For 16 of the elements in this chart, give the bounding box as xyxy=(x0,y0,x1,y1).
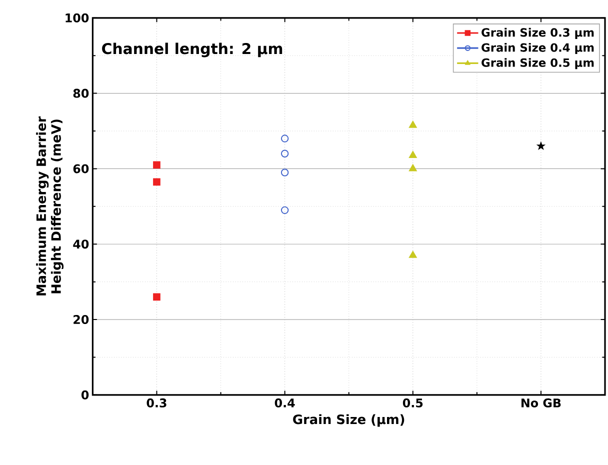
y-tick-label: 0 xyxy=(81,390,89,400)
y-tick-label: 100 xyxy=(66,14,89,23)
legend-label: Grain Size 0.3 μm xyxy=(482,28,594,40)
y-tick-label: 60 xyxy=(73,164,89,174)
legend-label: Grain Size 0.5 μm xyxy=(482,58,594,70)
x-tick-label: No GB xyxy=(522,398,561,408)
legend-label: Grain Size 0.4 μm xyxy=(482,43,594,54)
annotation: Channel length: 2 μm xyxy=(102,42,282,58)
y-axis-title: Maximum Energy Barrier Height Difference (meV) xyxy=(36,116,64,296)
y-tick-label: 80 xyxy=(73,89,89,98)
x-tick-label: 0.4 xyxy=(274,398,295,408)
x-tick-label: 0.3 xyxy=(146,398,166,408)
y-tick-label: 20 xyxy=(74,315,89,324)
y-tick-label: 40 xyxy=(73,240,89,249)
x-axis-title: Grain Size (μm) xyxy=(293,414,404,427)
x-tick-label: 0.5 xyxy=(402,398,423,408)
